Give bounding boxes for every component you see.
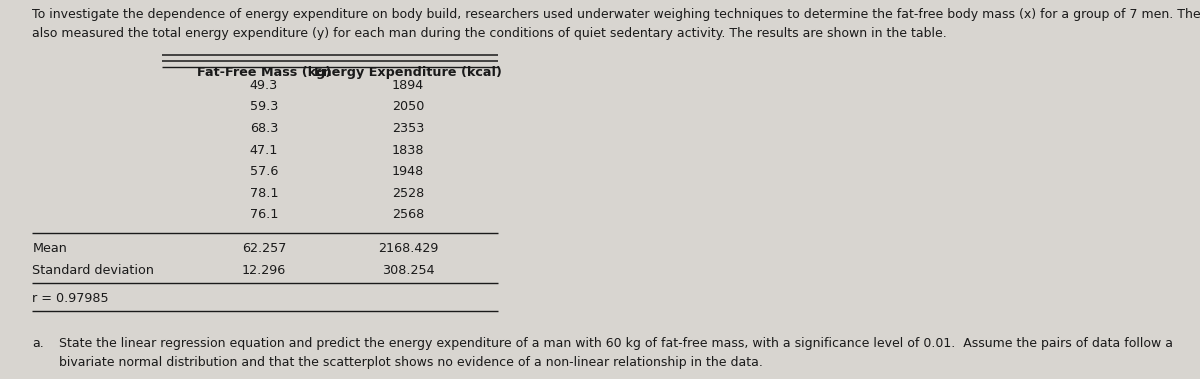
- Text: Standard deviation: Standard deviation: [32, 264, 155, 277]
- Text: also measured the total energy expenditure (y) for each man during the condition: also measured the total energy expenditu…: [32, 27, 947, 39]
- Text: To investigate the dependence of energy expenditure on body build, researchers u: To investigate the dependence of energy …: [32, 8, 1200, 21]
- Text: Energy Expenditure (kcal): Energy Expenditure (kcal): [314, 66, 502, 78]
- Text: State the linear regression equation and predict the energy expenditure of a man: State the linear regression equation and…: [59, 337, 1172, 349]
- Text: Fat-Free Mass (kg): Fat-Free Mass (kg): [197, 66, 331, 78]
- Text: 68.3: 68.3: [250, 122, 278, 135]
- Text: 1948: 1948: [392, 165, 424, 178]
- Text: 1894: 1894: [392, 79, 424, 92]
- Text: r = 0.97985: r = 0.97985: [32, 292, 109, 305]
- Text: 2568: 2568: [392, 208, 424, 221]
- Text: 2353: 2353: [392, 122, 424, 135]
- Text: 1838: 1838: [391, 144, 425, 157]
- Text: 59.3: 59.3: [250, 100, 278, 113]
- Text: bivariate normal distribution and that the scatterplot shows no evidence of a no: bivariate normal distribution and that t…: [59, 356, 763, 369]
- Text: 76.1: 76.1: [250, 208, 278, 221]
- Text: 47.1: 47.1: [250, 144, 278, 157]
- Text: 12.296: 12.296: [242, 264, 286, 277]
- Text: 2168.429: 2168.429: [378, 242, 438, 255]
- Text: 2528: 2528: [392, 187, 424, 200]
- Text: 62.257: 62.257: [242, 242, 286, 255]
- Text: 2050: 2050: [392, 100, 424, 113]
- Text: 308.254: 308.254: [382, 264, 434, 277]
- Text: Mean: Mean: [32, 242, 67, 255]
- Text: 78.1: 78.1: [250, 187, 278, 200]
- Text: 57.6: 57.6: [250, 165, 278, 178]
- Text: 49.3: 49.3: [250, 79, 278, 92]
- Text: a.: a.: [32, 337, 44, 349]
